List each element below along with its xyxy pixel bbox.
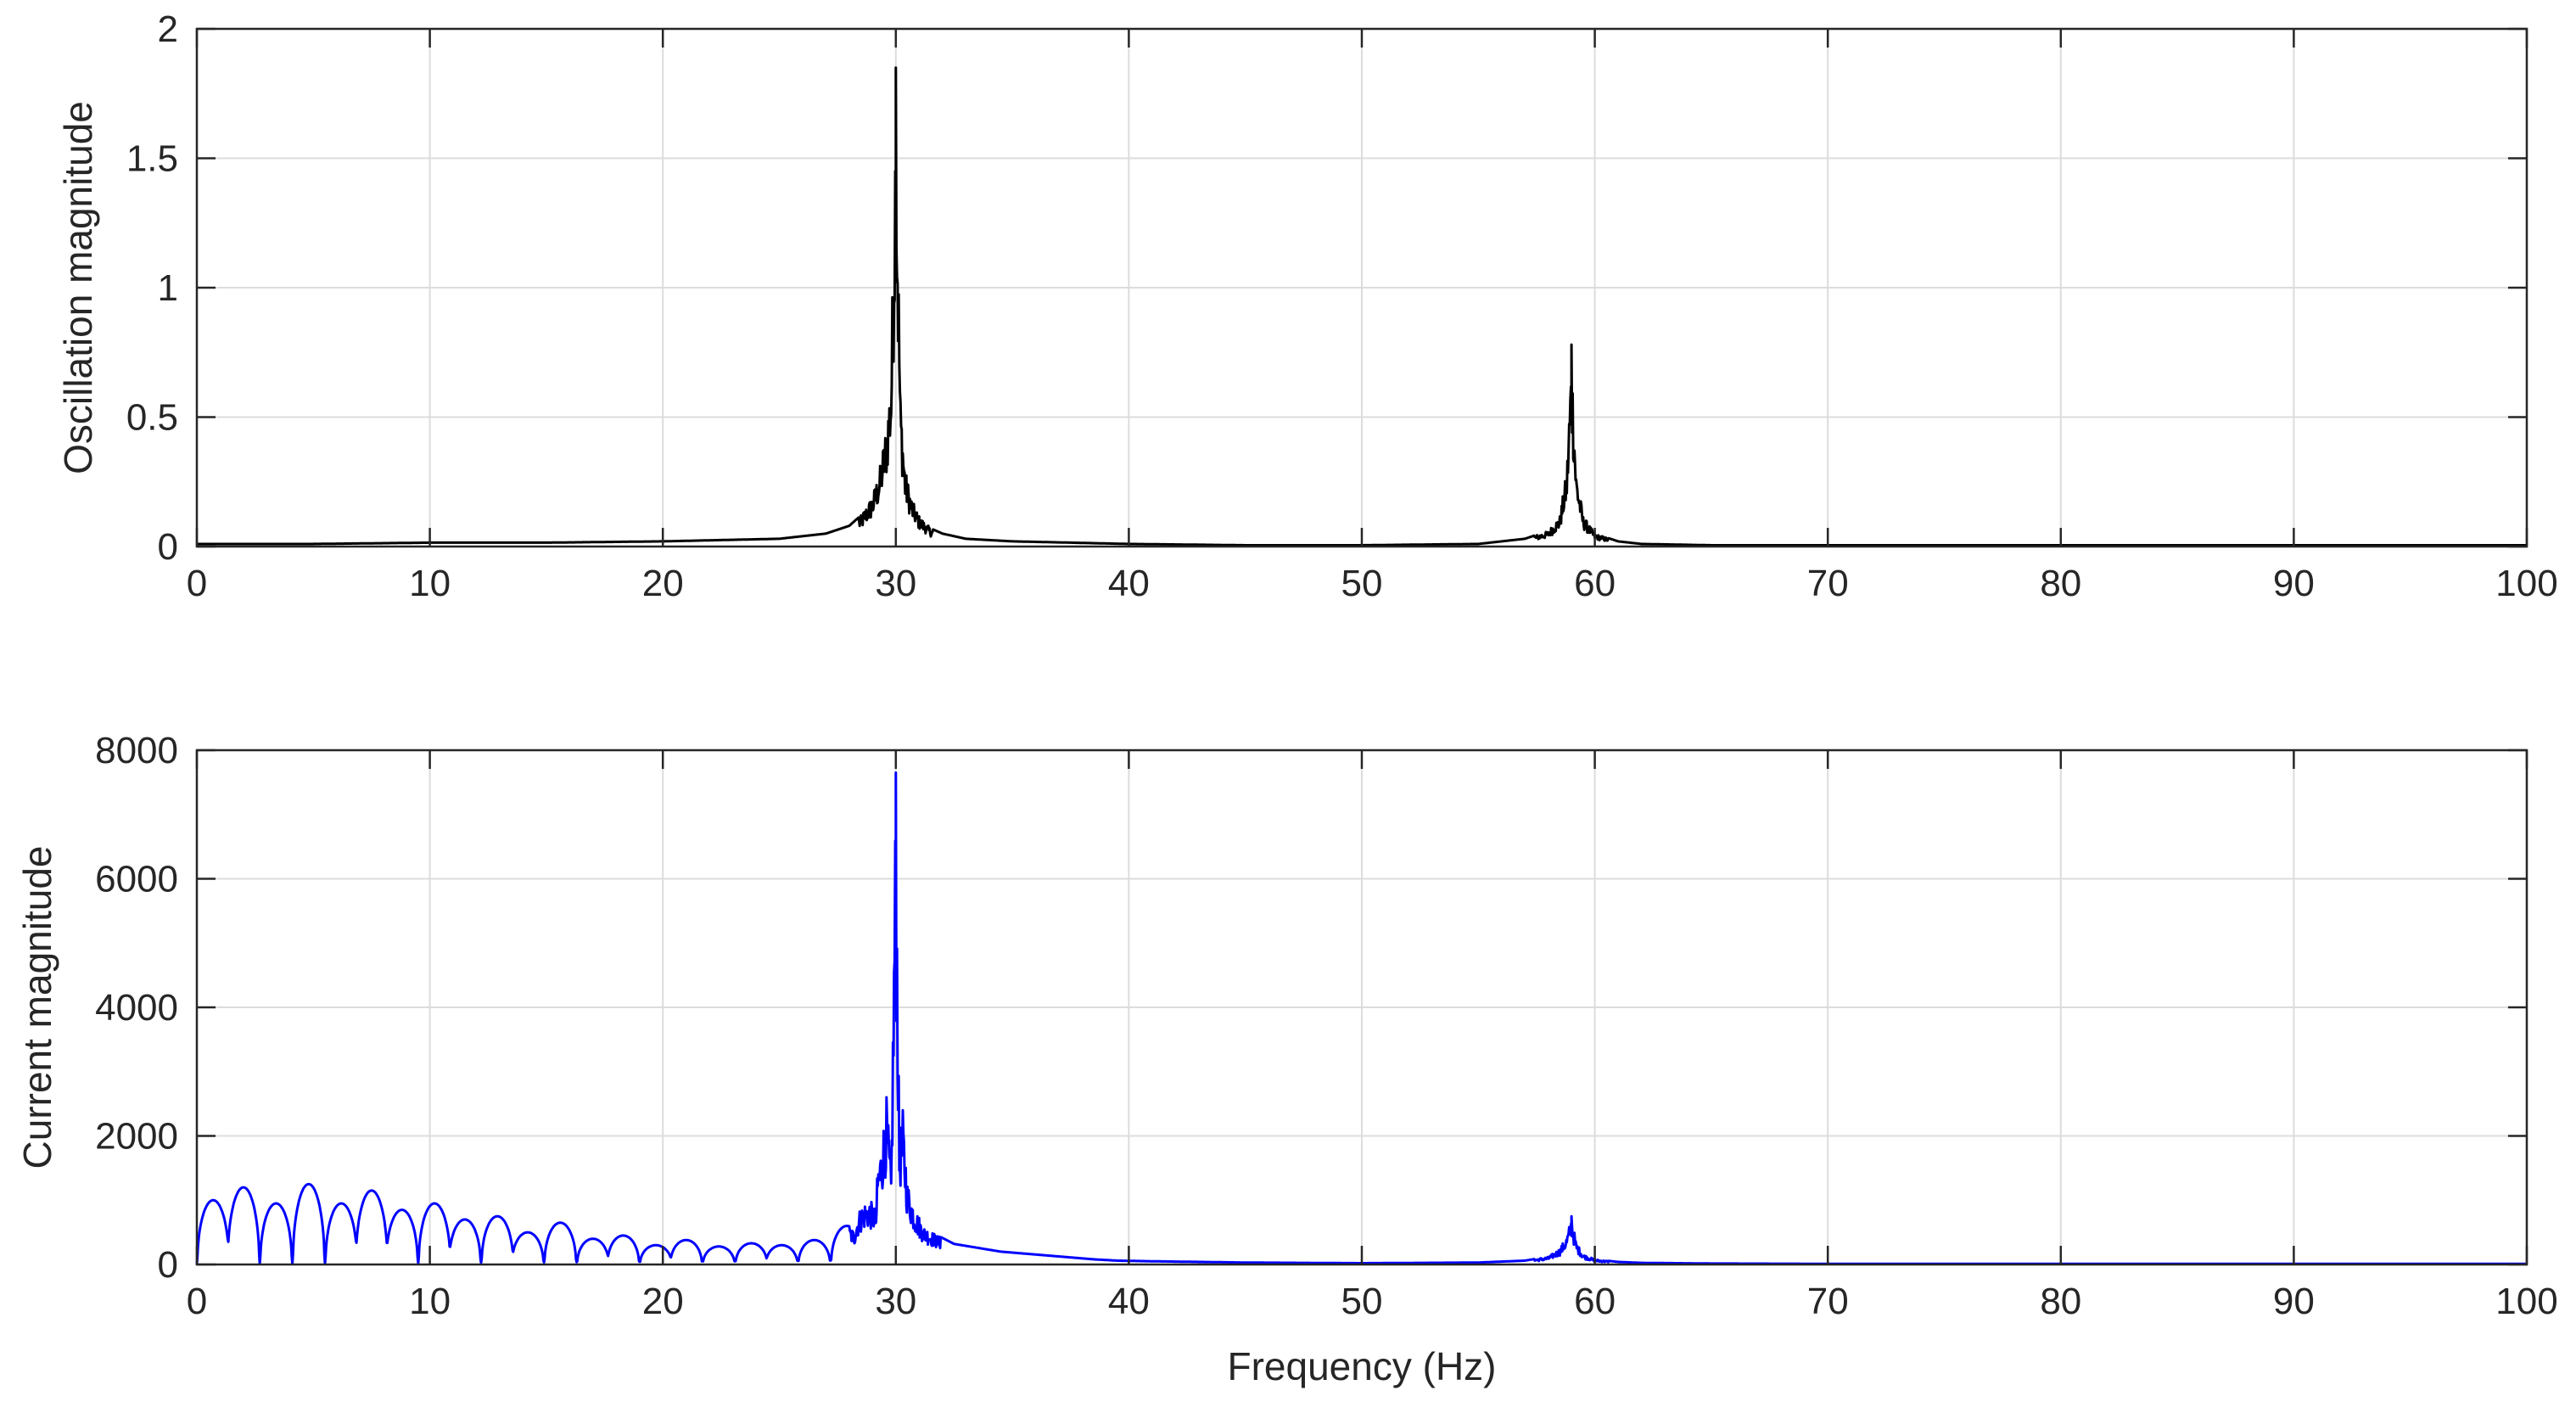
x-tick-label: 50 <box>1341 563 1383 604</box>
x-tick-label: 90 <box>2273 1281 2315 1322</box>
x-tick-label: 30 <box>875 563 916 604</box>
x-tick-label: 20 <box>642 563 684 604</box>
x-tick-label: 70 <box>1807 563 1849 604</box>
x-tick-label: 100 <box>2495 563 2557 604</box>
x-tick-label: 80 <box>2040 1281 2081 1322</box>
x-tick-label: 80 <box>2040 563 2081 604</box>
y-tick-label: 1.5 <box>126 138 178 180</box>
y-tick-label: 2 <box>158 8 178 50</box>
current-magnitude-panel: 0 10 20 30 40 50 60 70 80 90 100 0 2000 4000 6000 8000 C… <box>15 730 2558 1388</box>
x-tick-label: 20 <box>642 1281 684 1322</box>
y-axis-label: Current magnitude <box>15 846 59 1169</box>
x-tick-label: 40 <box>1108 563 1150 604</box>
y-axis-label: Oscillation magnitude <box>56 101 100 474</box>
y-tick-label: 0.5 <box>126 397 178 439</box>
x-tick-label: 60 <box>1574 563 1616 604</box>
y-tick-label: 0 <box>158 526 178 568</box>
x-tick-label: 30 <box>875 1281 916 1322</box>
x-tick-label: 100 <box>2495 1281 2557 1322</box>
y-tick-label: 1 <box>158 267 178 309</box>
x-tick-label: 90 <box>2273 563 2315 604</box>
oscillation-magnitude-panel: 0 10 20 30 40 50 60 70 80 90 100 0 0.5 1 1.5 2 Oscillati… <box>56 8 2558 604</box>
x-tick-label: 10 <box>409 1281 451 1322</box>
y-tick-label: 2000 <box>95 1116 178 1158</box>
x-tick-label: 10 <box>409 563 451 604</box>
y-tick-label: 0 <box>158 1244 178 1286</box>
x-axis-label: Frequency (Hz) <box>1228 1344 1497 1388</box>
x-tick-label: 70 <box>1807 1281 1849 1322</box>
x-tick-label: 60 <box>1574 1281 1616 1322</box>
x-tick-label: 0 <box>187 1281 207 1322</box>
x-tick-label: 40 <box>1108 1281 1150 1322</box>
x-tick-label: 50 <box>1341 1281 1383 1322</box>
y-tick-label: 6000 <box>95 859 178 900</box>
y-tick-label: 4000 <box>95 987 178 1029</box>
y-tick-label: 8000 <box>95 730 178 771</box>
x-tick-label: 0 <box>187 563 207 604</box>
